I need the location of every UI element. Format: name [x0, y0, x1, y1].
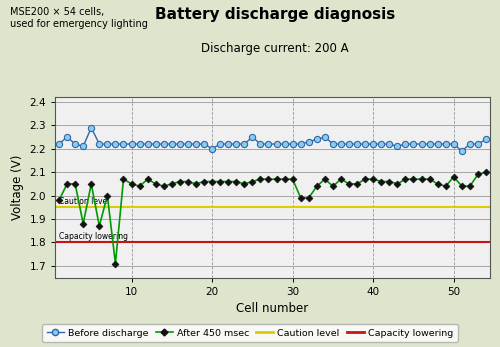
- Text: Discharge current: 200 A: Discharge current: 200 A: [201, 42, 349, 54]
- X-axis label: Cell number: Cell number: [236, 302, 308, 315]
- Text: Battery discharge diagnosis: Battery discharge diagnosis: [155, 7, 395, 22]
- Y-axis label: Voltage (V): Voltage (V): [11, 155, 24, 220]
- Legend: Before discharge, After 450 msec, Caution level, Capacity lowering: Before discharge, After 450 msec, Cautio…: [42, 324, 458, 342]
- Text: Caution level: Caution level: [59, 197, 110, 206]
- Text: Capacity lowering: Capacity lowering: [59, 232, 128, 241]
- Text: MSE200 × 54 cells,
used for emergency lighting: MSE200 × 54 cells, used for emergency li…: [10, 7, 148, 28]
